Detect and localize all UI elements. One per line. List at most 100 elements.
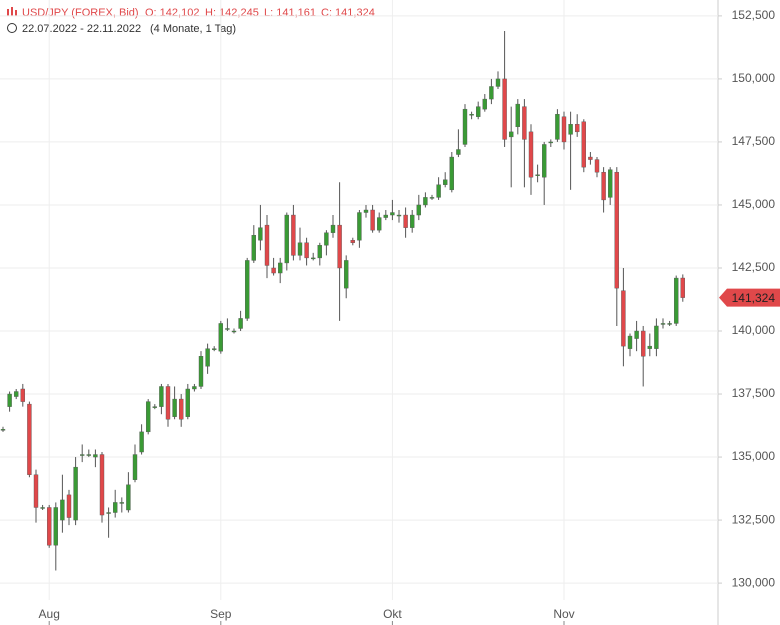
y-tick-label: 135,000	[732, 449, 776, 463]
candle-body	[390, 212, 395, 216]
candle-body	[621, 290, 626, 347]
y-tick-label: 150,000	[732, 71, 776, 85]
candle-body	[647, 345, 652, 349]
date-range: 22.07.2022 - 22.11.2022	[22, 23, 141, 35]
candle-body	[614, 171, 619, 289]
candle-body	[396, 214, 402, 217]
candle-body	[568, 124, 573, 135]
candle-body	[99, 454, 105, 516]
candle-body	[106, 512, 111, 514]
candle-body	[165, 386, 171, 420]
candle-body	[211, 348, 217, 350]
candle-body	[172, 398, 177, 417]
candle-body	[370, 209, 375, 231]
candle-body	[231, 330, 237, 333]
candle-body	[152, 406, 158, 408]
candle-body	[86, 454, 92, 456]
y-tick-label: 130,000	[732, 575, 776, 589]
candle-body	[627, 335, 633, 349]
candle-body	[73, 466, 78, 521]
candle-body	[271, 267, 276, 274]
candle-body	[278, 262, 283, 274]
candle-body	[66, 494, 72, 518]
period: (4 Monate, 1 Tag)	[150, 23, 236, 35]
candle-body	[79, 454, 85, 456]
clock-icon	[7, 23, 17, 33]
candle-body	[7, 393, 12, 407]
candle-body	[178, 398, 184, 420]
x-tick-label: Aug	[39, 607, 60, 621]
candle-body	[304, 242, 309, 259]
candle-body	[667, 323, 672, 325]
candle-body	[594, 159, 600, 173]
last-price-label: 141,324	[732, 291, 776, 305]
candle-body	[509, 131, 514, 138]
candle-body	[575, 124, 580, 133]
candle-body	[93, 454, 98, 458]
candle-body	[337, 224, 342, 269]
candle-body	[654, 325, 659, 349]
candle-body	[476, 106, 481, 117]
ohlc-label: C: 141,324	[321, 7, 375, 19]
candle-body	[350, 240, 355, 243]
candle-body	[132, 454, 138, 480]
candle-body	[185, 388, 191, 417]
candle-body	[634, 330, 639, 339]
y-tick-label: 147,500	[732, 134, 776, 148]
candle-body	[225, 328, 230, 330]
candle-body	[33, 474, 39, 508]
y-tick-label: 145,000	[732, 197, 776, 211]
candle-body	[608, 169, 613, 198]
candle-body	[112, 502, 118, 513]
candle-body	[258, 227, 263, 241]
candle-body	[674, 277, 679, 324]
y-tick-label: 142,500	[732, 260, 776, 274]
candle-body	[324, 232, 329, 246]
candle-body	[291, 214, 296, 256]
candle-body	[660, 323, 666, 325]
candle-body	[548, 141, 553, 144]
candle-body	[423, 197, 428, 206]
candle-body	[251, 235, 257, 261]
candle-body	[456, 149, 461, 155]
y-tick-label: 152,500	[732, 8, 776, 22]
candle-body	[0, 429, 6, 431]
candle-body	[495, 78, 501, 87]
candle-body	[145, 401, 151, 433]
candle-body	[436, 184, 441, 198]
candle-body	[284, 214, 289, 264]
last-price-badge	[719, 288, 780, 307]
candle-body	[198, 356, 204, 387]
y-tick-label: 137,500	[732, 386, 776, 400]
x-tick-label: Nov	[553, 607, 574, 621]
candle-body	[383, 214, 388, 218]
candle-body	[515, 103, 520, 128]
candle-body	[416, 204, 421, 216]
candle-body	[40, 507, 45, 509]
candle-body	[13, 391, 19, 397]
candle-body	[601, 171, 606, 201]
candle-body	[297, 242, 303, 256]
ohlc-label: H: 142,245	[205, 7, 259, 19]
candle-body	[429, 197, 435, 199]
candle-body	[119, 502, 125, 504]
candle-body	[238, 318, 243, 329]
candle-body	[60, 499, 65, 521]
candle-body	[462, 108, 468, 145]
ohlc-label: L: 141,161	[264, 7, 316, 19]
candle-body	[403, 214, 408, 228]
candle-body	[555, 114, 560, 140]
y-tick-label: 140,000	[732, 323, 776, 337]
candle-body	[410, 214, 415, 228]
candle-body	[363, 209, 369, 213]
candle-body	[47, 507, 52, 546]
candle-body	[561, 116, 567, 143]
candle-body	[535, 174, 540, 176]
candle-body	[581, 121, 586, 168]
ohlc-label: O: 142,102	[145, 7, 199, 19]
candle-body	[469, 114, 474, 116]
candle-body	[641, 330, 646, 357]
candle-body	[542, 144, 547, 178]
